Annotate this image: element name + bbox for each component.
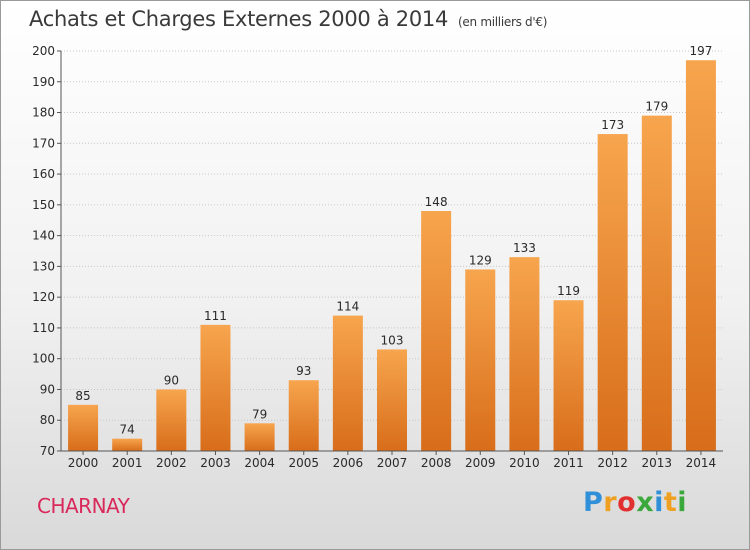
data-label: 111 [204, 309, 227, 323]
data-label: 133 [513, 241, 536, 255]
y-tick-label: 130 [32, 259, 55, 273]
data-label: 103 [381, 333, 404, 347]
bar[interactable] [68, 404, 99, 451]
y-tick-label: 110 [32, 321, 55, 335]
logo-letter: i [654, 487, 664, 518]
bar[interactable] [244, 423, 275, 451]
x-tick-label: 2009 [465, 456, 496, 470]
data-label: 173 [601, 118, 624, 132]
bar[interactable] [112, 438, 143, 451]
logo-letter: t [663, 487, 678, 518]
x-tick-label: 2007 [377, 456, 408, 470]
x-tick-label: 2005 [288, 456, 319, 470]
bar[interactable] [465, 269, 496, 451]
chart-subtitle: (en milliers d'€) [458, 15, 548, 29]
x-tick-label: 2001 [112, 456, 143, 470]
chart-title: Achats et Charges Externes 2000 à 2014 [29, 7, 449, 31]
x-tick-label: 2002 [156, 456, 187, 470]
data-label: 90 [164, 373, 179, 387]
data-label: 119 [557, 284, 580, 298]
bar[interactable] [553, 300, 584, 451]
data-label: 179 [645, 100, 668, 114]
x-tick-label: 2004 [244, 456, 275, 470]
bar[interactable] [685, 60, 716, 451]
bar[interactable] [509, 257, 540, 451]
bar[interactable] [200, 324, 231, 451]
data-label: 93 [296, 364, 311, 378]
y-tick-label: 160 [32, 167, 55, 181]
logo-letter: x [636, 487, 655, 518]
bar[interactable] [641, 115, 672, 451]
x-tick-label: 2010 [509, 456, 540, 470]
y-tick-label: 180 [32, 106, 55, 120]
y-tick-label: 70 [40, 444, 55, 458]
bar[interactable] [421, 211, 452, 451]
proxiti-logo[interactable]: Proxiti [583, 487, 687, 518]
bar[interactable] [156, 389, 187, 451]
y-tick-label: 80 [40, 413, 55, 427]
logo-letter: r [603, 487, 618, 518]
bar[interactable] [332, 315, 363, 451]
data-label: 197 [689, 44, 712, 58]
data-label: 148 [425, 195, 448, 209]
data-label: 85 [75, 389, 90, 403]
y-tick-label: 120 [32, 290, 55, 304]
logo-letter: i [677, 487, 688, 518]
labels: 7080901001101201301401501601701801902008… [32, 44, 716, 470]
x-tick-label: 2013 [642, 456, 673, 470]
x-tick-label: 2000 [68, 456, 99, 470]
x-tick-label: 2011 [553, 456, 584, 470]
data-label: 74 [120, 423, 135, 437]
axes [57, 50, 723, 455]
x-tick-label: 2012 [597, 456, 628, 470]
bars [68, 60, 716, 452]
x-tick-label: 2003 [200, 456, 231, 470]
bar[interactable] [288, 380, 319, 451]
y-tick-label: 90 [40, 382, 55, 396]
x-tick-label: 2008 [421, 456, 452, 470]
x-tick-label: 2006 [333, 456, 364, 470]
y-tick-label: 100 [32, 352, 55, 366]
data-label: 79 [252, 407, 267, 421]
y-tick-label: 200 [32, 44, 55, 58]
data-label: 129 [469, 253, 492, 267]
data-label: 114 [336, 300, 359, 314]
x-tick-label: 2014 [686, 456, 717, 470]
chart-title-block: Achats et Charges Externes 2000 à 2014 (e… [29, 7, 547, 31]
commune-name: CHARNAY [37, 494, 130, 518]
y-tick-label: 190 [32, 75, 55, 89]
bar[interactable] [377, 349, 407, 451]
bar[interactable] [597, 134, 628, 452]
y-tick-label: 150 [32, 198, 55, 212]
logo-letter: o [617, 487, 637, 518]
y-tick-label: 140 [32, 229, 55, 243]
logo-letter: P [583, 487, 604, 518]
y-tick-label: 170 [32, 136, 55, 150]
